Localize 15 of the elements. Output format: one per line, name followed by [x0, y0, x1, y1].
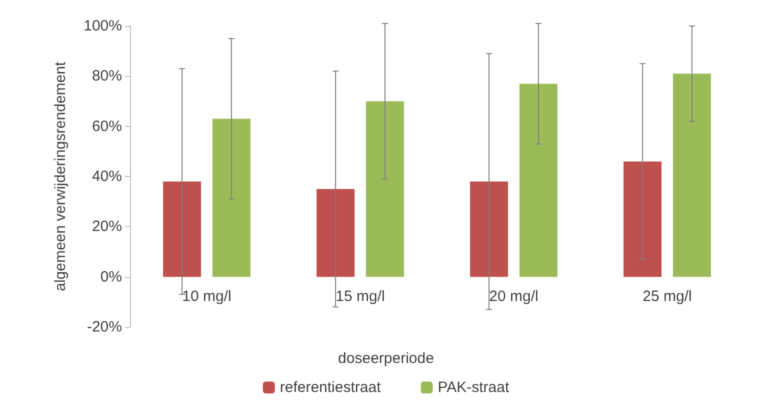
x-axis-title: doseerperiode [338, 350, 434, 367]
x-tick-label: 25 mg/l [642, 288, 692, 305]
x-tick-label: 20 mg/l [489, 288, 538, 305]
y-axis-title: algemeen verwijderingsrendement [52, 61, 69, 292]
y-tick-label: -20% [86, 318, 122, 336]
y-tick-label: 60% [92, 118, 122, 135]
y-tick-label: 80% [92, 68, 122, 85]
x-tick-label: 15 mg/l [336, 288, 385, 305]
y-tick-label: 100% [84, 18, 122, 34]
legend-label: referentiestraat [280, 379, 382, 396]
y-tick-label: 40% [92, 168, 122, 185]
y-tick-label: 0% [100, 268, 122, 286]
y-tick-label: 20% [92, 218, 122, 236]
x-tick-label: 10 mg/l [182, 288, 232, 305]
legend-label: PAK-straat [438, 379, 510, 396]
